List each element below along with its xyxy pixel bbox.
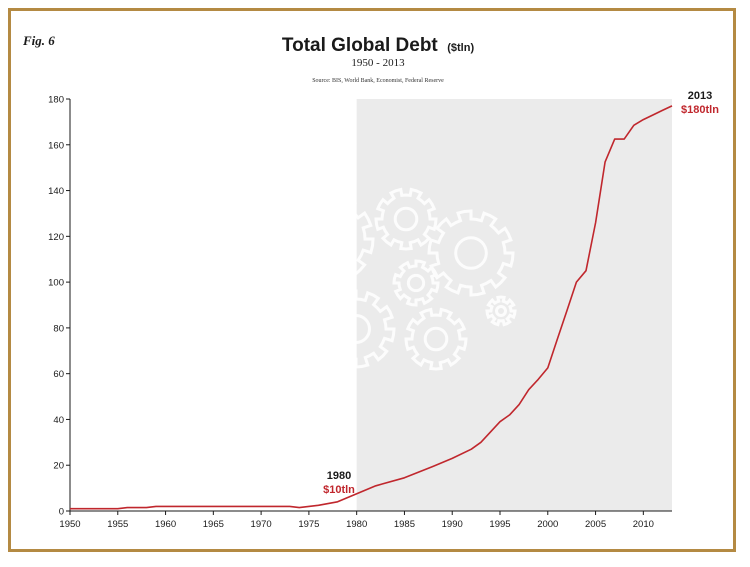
- chart-frame: Fig. 6 Total Global Debt ($tln) 1950 - 2…: [8, 8, 736, 552]
- chart-title-text: Total Global Debt: [282, 35, 439, 56]
- gear-icon: [283, 193, 375, 285]
- annotation-2013-value: $180tln: [681, 104, 719, 116]
- chart-subtitle: 1950 - 2013: [351, 57, 405, 69]
- gear-icon: [316, 289, 396, 369]
- chart-area: Fig. 6 Total Global Debt ($tln) 1950 - 2…: [22, 33, 719, 530]
- gear-icon: [392, 259, 440, 307]
- gear-icon: [238, 378, 260, 400]
- gear-icon-hub: [406, 273, 426, 293]
- y-tick-label: 40: [53, 415, 64, 426]
- x-tick-label: 1955: [107, 519, 128, 530]
- gear-icon-hub: [341, 314, 371, 344]
- x-tick-label: 1965: [203, 519, 224, 530]
- y-tick-label: 180: [48, 95, 64, 106]
- gear-watermark: [238, 187, 517, 400]
- gear-icon: [267, 347, 299, 379]
- gear-icon-hub: [423, 326, 449, 352]
- x-tick-label: 1970: [251, 519, 272, 530]
- x-tick-label: 1975: [298, 519, 319, 530]
- chart-title: Total Global Debt ($tln): [282, 35, 475, 56]
- x-tick-label: 1995: [489, 519, 510, 530]
- x-tick-label: 1960: [155, 519, 176, 530]
- x-tick-label: 1985: [394, 519, 415, 530]
- gear-icon-hub: [495, 305, 507, 317]
- gear-icon: [485, 295, 517, 327]
- y-tick-label: 120: [48, 232, 64, 243]
- x-tick-label: 2010: [633, 519, 654, 530]
- y-tick-label: 140: [48, 186, 64, 197]
- y-tick-label: 160: [48, 140, 64, 151]
- gear-icon-hub: [311, 221, 347, 257]
- debt-series-line: [70, 105, 673, 510]
- gear-icon-hub: [393, 206, 419, 232]
- y-tick-label: 100: [48, 278, 64, 289]
- gear-icon: [404, 307, 468, 371]
- gear-icon-hub: [454, 236, 488, 270]
- gear-icon: [285, 294, 323, 332]
- x-tick-label: 1980: [346, 519, 367, 530]
- x-tick-label: 1990: [442, 519, 463, 530]
- gear-icon-hub: [296, 305, 312, 321]
- x-tick-label: 2005: [585, 519, 606, 530]
- gear-icon: [427, 209, 515, 297]
- annotation-2013-year: 2013: [688, 90, 712, 102]
- x-tick-label: 1950: [59, 519, 80, 530]
- chart-title-unit: ($tln): [447, 42, 474, 54]
- annotation-1980-year: 1980: [327, 470, 351, 482]
- y-tick-label: 60: [53, 369, 64, 380]
- x-tick-label: 2000: [537, 519, 558, 530]
- gear-icon-hub: [277, 357, 289, 369]
- gear-icon: [374, 187, 438, 251]
- figure-label: Fig. 6: [22, 33, 55, 48]
- y-tick-label: 80: [53, 323, 64, 334]
- y-tick-label: 20: [53, 461, 64, 472]
- annotation-1980-value: $10tln: [323, 484, 355, 496]
- y-tick-label: 0: [59, 507, 64, 518]
- gear-icon-hub: [244, 384, 254, 394]
- chart-source: Source: BIS, World Bank, Economist, Fede…: [312, 78, 444, 84]
